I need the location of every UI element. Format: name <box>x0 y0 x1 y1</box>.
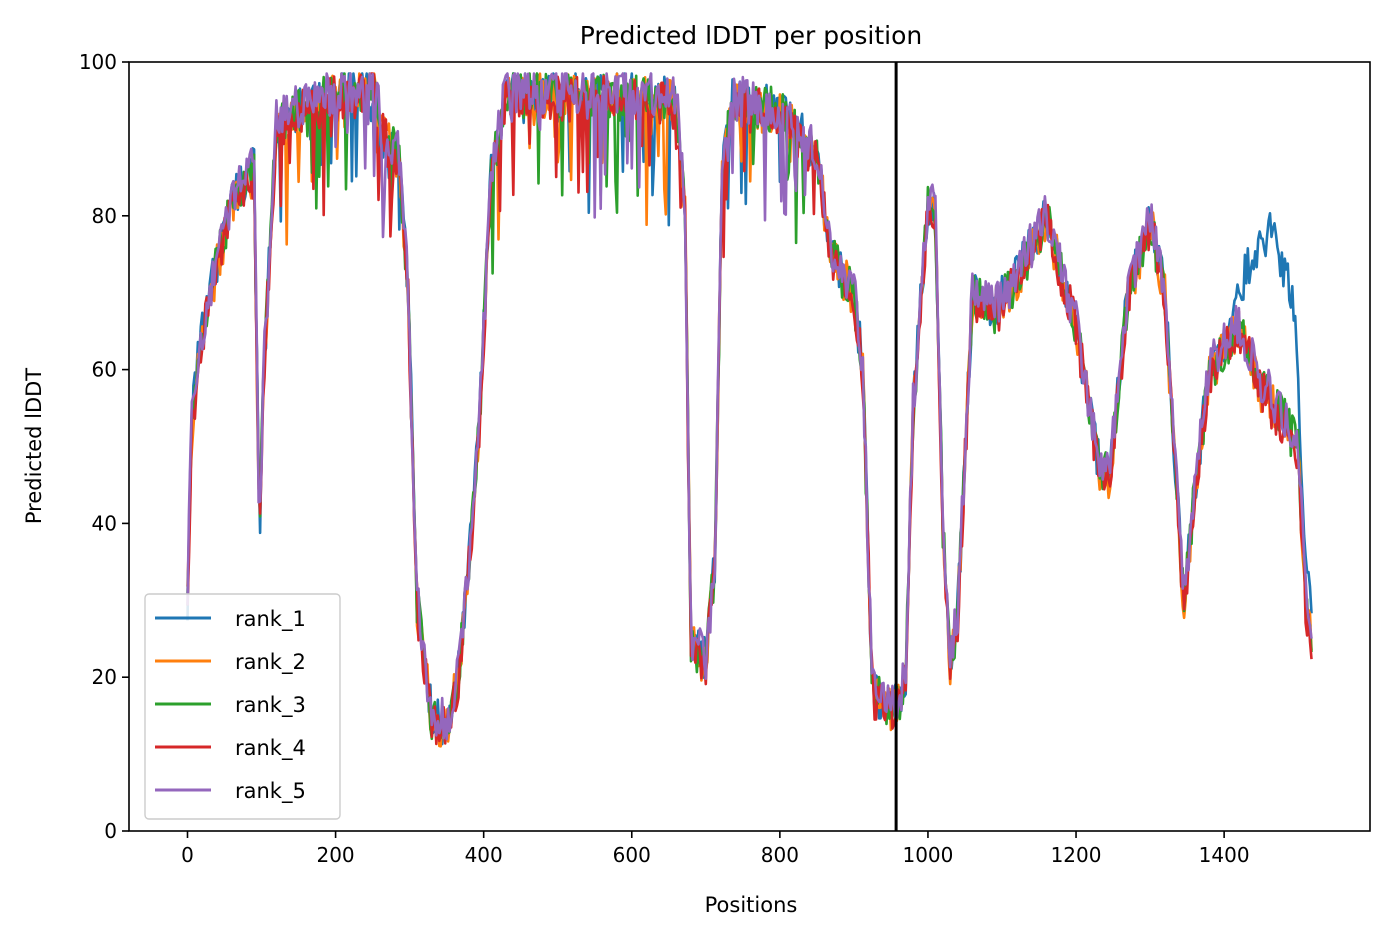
y-tick-label: 60 <box>92 358 117 382</box>
x-tick-label: 800 <box>761 843 799 867</box>
x-tick-label: 600 <box>613 843 651 867</box>
x-tick-label: 400 <box>465 843 503 867</box>
legend-box <box>144 593 341 820</box>
y-tick-label: 0 <box>104 819 117 843</box>
legend: rank_1 rank_2 rank_3 rank_4 rank_5 <box>144 593 341 820</box>
axes-layer: 0 200 400 600 800 1000 1200 1400 0 20 40 60 80 100 <box>79 50 1371 867</box>
x-tick-label: 1000 <box>902 843 953 867</box>
legend-label-rank_1: rank_1 <box>235 607 306 632</box>
legend-label-rank_4: rank_4 <box>235 736 306 761</box>
y-tick-label: 80 <box>92 204 117 228</box>
x-tick-label: 1400 <box>1199 843 1250 867</box>
plot-frame <box>128 61 1371 832</box>
y-tick-label: 100 <box>79 50 117 74</box>
legend-label-rank_5: rank_5 <box>235 779 306 804</box>
x-axis-label: Positions <box>705 893 798 917</box>
x-tick-label: 0 <box>181 843 194 867</box>
x-tick-label: 200 <box>316 843 354 867</box>
y-axis-label: Predicted lDDT <box>22 368 46 524</box>
plot-layer <box>186 62 1313 831</box>
y-tick-label: 20 <box>92 665 117 689</box>
series-lines <box>186 72 1313 748</box>
series-line-rank_5 <box>186 72 1313 741</box>
legend-label-rank_2: rank_2 <box>235 650 306 675</box>
y-tick-label: 40 <box>92 511 117 535</box>
legend-label-rank_3: rank_3 <box>235 693 306 718</box>
chart-title: Predicted lDDT per position <box>580 21 922 50</box>
x-tick-label: 1200 <box>1051 843 1102 867</box>
